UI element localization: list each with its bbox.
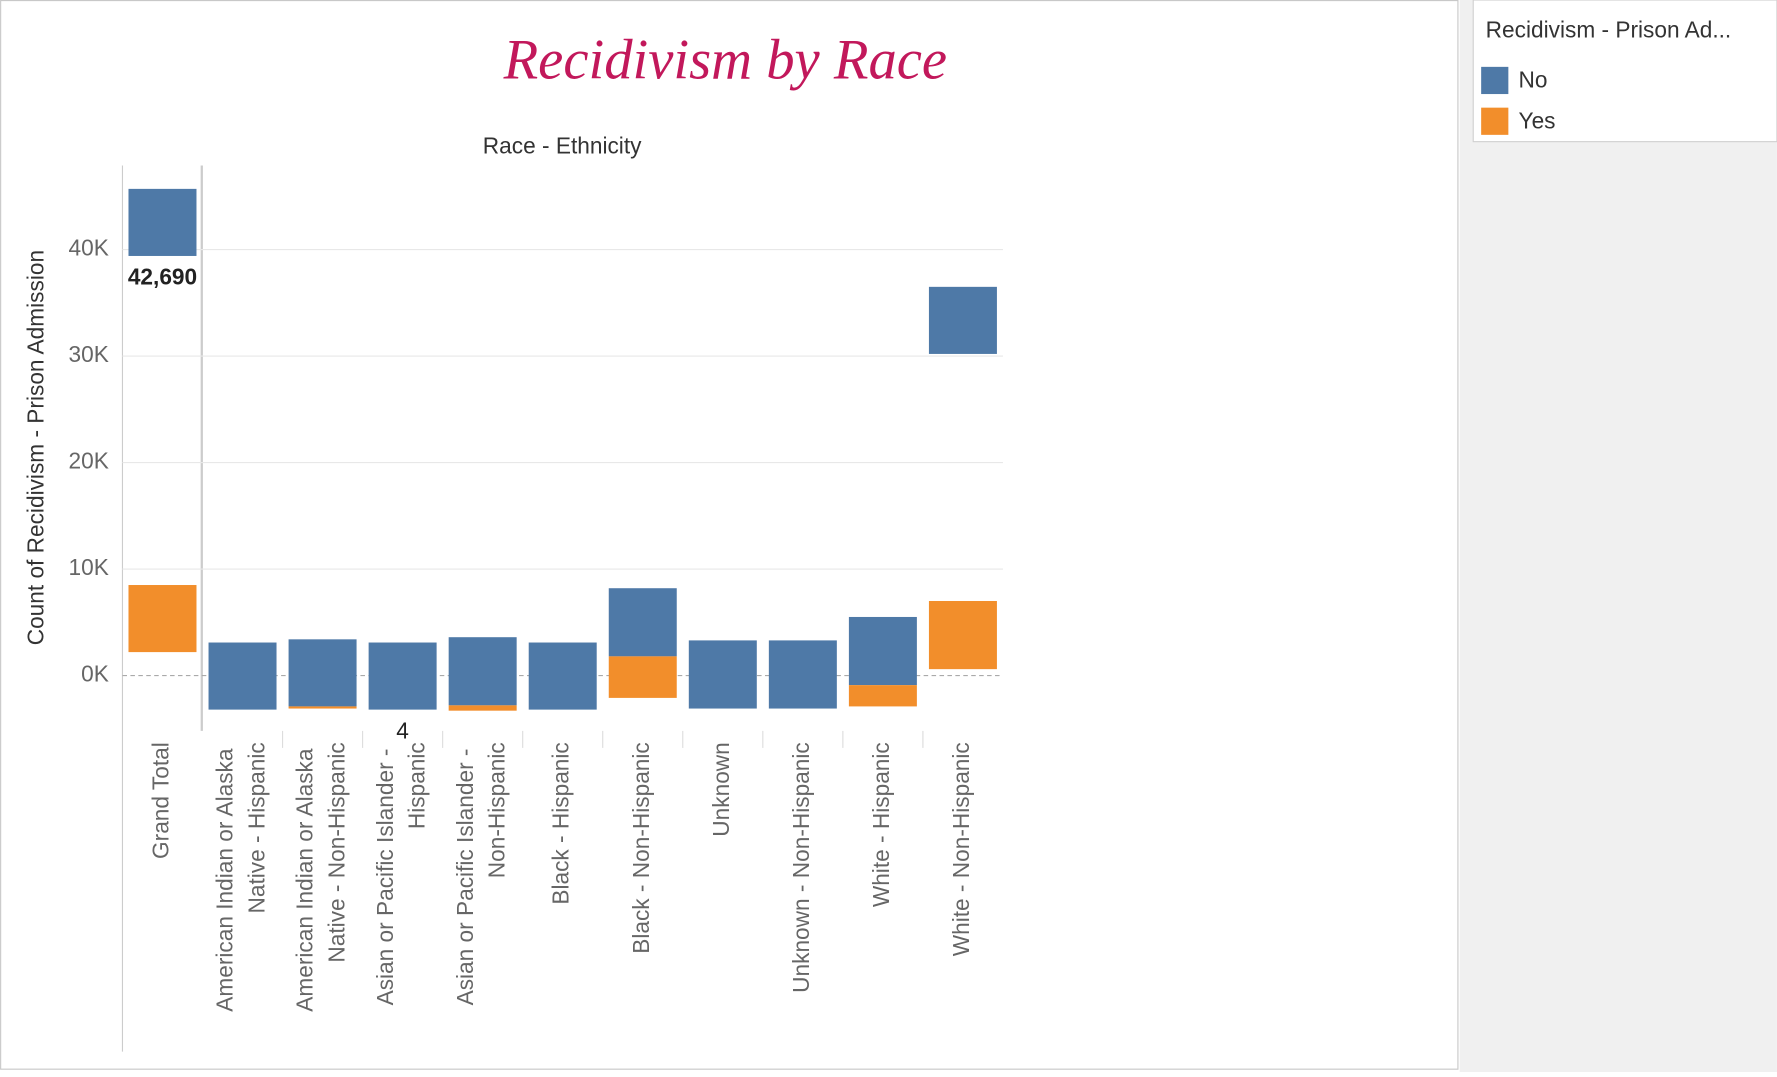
bar-segment <box>448 705 517 711</box>
bar-segment <box>768 640 837 709</box>
bar-segment <box>448 637 517 706</box>
data-label: 4 <box>396 717 409 743</box>
x-axis-title: Race - Ethnicity <box>483 132 642 158</box>
data-label: 42,690 <box>128 264 197 290</box>
x-tick-label: American Indian or Alaska Native - Non-H… <box>292 742 350 1012</box>
legend-swatch <box>1481 107 1509 135</box>
bar-segment <box>288 706 357 709</box>
bar-segment <box>928 600 997 670</box>
y-tick-label: 0K <box>81 661 109 687</box>
bar-segment <box>128 188 197 256</box>
y-axis-title: Count of Recidivism - Prison Admission <box>22 250 48 645</box>
x-tick-label: Asian or Pacific Islander - Non-Hispanic <box>452 742 510 1005</box>
legend-swatch <box>1481 66 1509 95</box>
legend-title: Recidivism - Prison Ad... <box>1486 17 1732 43</box>
bar-segment <box>128 585 197 653</box>
x-tick-label: Unknown - Non-Hispanic <box>788 742 814 993</box>
x-tick-label: Black - Non-Hispanic <box>628 742 654 954</box>
y-tick-label: 20K <box>69 448 109 474</box>
legend-label: No <box>1519 67 1548 93</box>
x-tick-label: White - Hispanic <box>868 742 894 907</box>
bar-segment <box>288 639 357 707</box>
y-tick-label: 10K <box>69 554 109 580</box>
x-tick-label: American Indian or Alaska Native - Hispa… <box>212 742 270 1012</box>
bar-segment <box>688 640 757 709</box>
chart-title: Recidivism by Race <box>503 30 947 92</box>
bar-segment <box>848 685 917 707</box>
bar-segment <box>928 286 997 354</box>
bar-segment <box>208 642 277 710</box>
sheet-frame <box>0 0 1459 1070</box>
y-tick-label: 30K <box>69 341 109 367</box>
bar-segment <box>368 642 437 710</box>
bar-segment <box>528 642 597 710</box>
x-tick-label: Grand Total <box>147 742 173 859</box>
bar-segment <box>848 616 917 686</box>
bar-segment <box>608 588 677 657</box>
x-tick-label: Black - Hispanic <box>548 742 574 904</box>
legend-box <box>1472 0 1777 143</box>
bar-segment <box>608 656 677 698</box>
x-tick-label: Unknown <box>708 742 734 836</box>
y-tick-label: 40K <box>69 235 109 261</box>
x-tick-label: Asian or Pacific Islander - Hispanic <box>372 742 430 1005</box>
legend-label: Yes <box>1519 107 1556 133</box>
side-panel <box>1459 0 1777 1072</box>
x-tick-label: White - Non-Hispanic <box>948 742 974 956</box>
